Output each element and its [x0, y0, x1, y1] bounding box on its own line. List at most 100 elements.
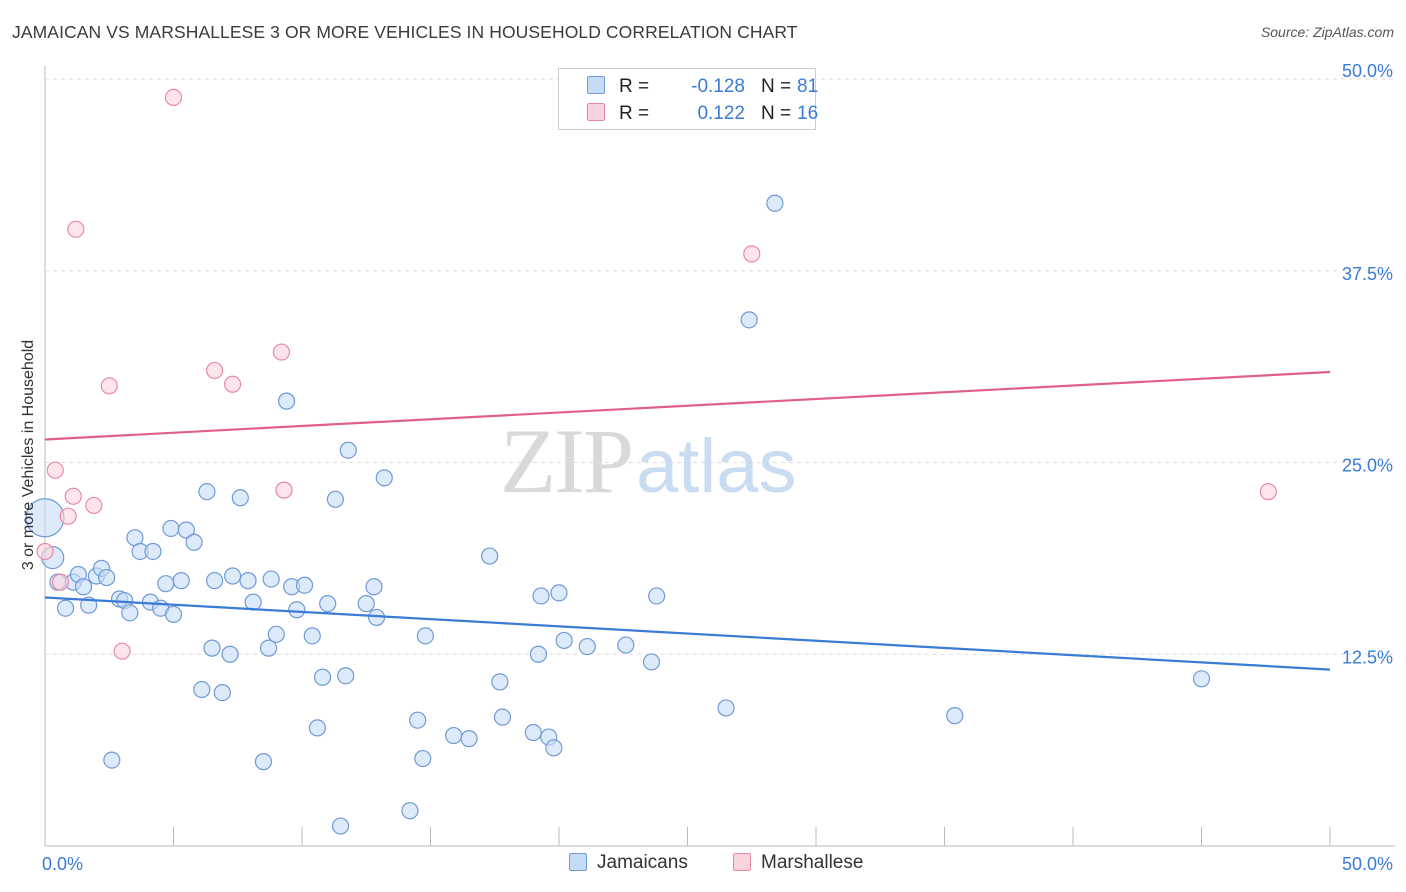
- jamaicans-point: [529, 645, 548, 663]
- jamaicans-point: [401, 802, 419, 820]
- bottom-legend-swatch-marshallese: [733, 853, 751, 871]
- marshallese-point: [275, 481, 293, 499]
- x-tick-label-min: 0.0%: [42, 854, 83, 874]
- jamaicans-point: [144, 542, 162, 561]
- jamaicans-point: [231, 489, 249, 507]
- jamaicans-point: [319, 595, 337, 613]
- marshallese-points: [36, 88, 1277, 660]
- jamaicans-point: [185, 533, 203, 551]
- marshallese-point: [100, 377, 118, 395]
- marshallese-point: [85, 496, 103, 515]
- y-tick-label: 12.5%: [1342, 647, 1393, 667]
- y-tick-label: 50.0%: [1342, 61, 1393, 81]
- jamaicans-point: [203, 639, 221, 657]
- bottom-legend-label-marshallese: Marshallese: [761, 852, 864, 873]
- marshallese-point: [164, 88, 183, 107]
- jamaicans-point: [98, 568, 116, 587]
- jamaicans-point: [213, 683, 231, 702]
- legend-r-value: 0.122: [697, 103, 745, 124]
- jamaicans-point: [545, 739, 563, 757]
- jamaicans-point: [642, 653, 661, 671]
- jamaicans-point: [648, 587, 666, 605]
- jamaicans-point: [326, 490, 345, 508]
- jamaicans-point: [555, 631, 573, 650]
- legend-swatch-marshallese: [587, 103, 605, 121]
- jamaicans-point: [74, 578, 93, 596]
- jamaicans-point: [493, 708, 512, 726]
- watermark-atlas: atlas: [636, 424, 797, 509]
- jamaicans-point: [172, 572, 190, 590]
- y-tick-label: 37.5%: [1342, 264, 1393, 284]
- legend-swatch-jamaicans: [587, 76, 605, 94]
- trend-lines: [44, 370, 1331, 671]
- jamaicans-point: [193, 680, 211, 699]
- jamaicans-point: [56, 599, 75, 617]
- marshallese-point: [67, 220, 85, 238]
- marshallese-point: [113, 642, 131, 660]
- marshallese-point: [64, 487, 82, 505]
- jamaicans-point: [103, 751, 121, 769]
- jamaicans-point: [409, 711, 427, 729]
- jamaicans-point: [481, 547, 499, 565]
- marshallese-point: [206, 361, 224, 380]
- marshallese-point: [272, 343, 291, 361]
- jamaicans-point: [303, 627, 321, 645]
- legend-n-label: N =: [761, 103, 792, 124]
- jamaicans-point: [259, 639, 278, 657]
- jamaicans-point: [337, 667, 355, 685]
- marshallese-point: [224, 375, 242, 393]
- jamaicans-point: [766, 194, 784, 212]
- jamaicans-point: [244, 593, 262, 611]
- grid-lines: [45, 78, 1395, 655]
- jamaicans-point: [524, 723, 542, 742]
- jamaicans-point: [491, 673, 509, 691]
- jamaicans-point: [414, 749, 432, 768]
- x-tick-label-max: 50.0%: [1342, 854, 1393, 874]
- jamaicans-point: [365, 578, 383, 596]
- correlation-legend: R = -0.128 N = 81 R = 0.122 N = 16: [558, 68, 819, 130]
- watermark: ZIP atlas: [500, 410, 797, 512]
- y-tick-label: 25.0%: [1342, 456, 1393, 476]
- bottom-legend-jamaicans: Jamaicans: [569, 852, 688, 874]
- jamaicans-point: [221, 645, 239, 663]
- axes: [44, 66, 1395, 847]
- watermark-zip: ZIP: [500, 410, 632, 512]
- jamaicans-point: [206, 572, 224, 590]
- jamaicans-point: [277, 392, 296, 410]
- jamaicans-point: [288, 601, 306, 619]
- jamaicans-point: [308, 719, 327, 737]
- jamaicans-trend-line: [44, 596, 1331, 671]
- jamaicans-point: [177, 521, 195, 539]
- jamaicans-point: [239, 572, 257, 590]
- jamaicans-point: [121, 604, 139, 622]
- legend-n-label: N =: [761, 76, 792, 97]
- source-credit: Source: ZipAtlas.com: [1260, 24, 1394, 40]
- jamaicans-point: [416, 627, 434, 645]
- legend-r-value: -0.128: [691, 76, 745, 97]
- legend-r-label: R =: [619, 76, 650, 97]
- jamaicans-point: [254, 753, 273, 771]
- marshallese-point: [51, 573, 70, 591]
- marshallese-trend-line: [44, 370, 1331, 441]
- jamaicans-point: [717, 699, 735, 717]
- jamaicans-point: [262, 570, 280, 588]
- jamaicans-point: [164, 605, 183, 623]
- jamaicans-point: [740, 311, 758, 329]
- jamaicans-point: [946, 707, 964, 725]
- marshallese-point: [1259, 483, 1277, 501]
- tick-labels: 12.5% 25.0% 37.5% 50.0% 0.0% 50.0%: [42, 61, 1393, 874]
- jamaicans-point: [1192, 670, 1211, 688]
- jamaicans-point: [162, 519, 180, 538]
- jamaicans-point: [550, 584, 568, 602]
- chart-title: JAMAICAN VS MARSHALLESE 3 OR MORE VEHICL…: [12, 22, 798, 42]
- legend-n-value: 81: [797, 76, 819, 97]
- jamaicans-point: [532, 587, 550, 605]
- bottom-legend-swatch-jamaicans: [569, 853, 587, 871]
- jamaicans-point: [313, 668, 332, 686]
- jamaicans-point: [375, 469, 393, 487]
- marshallese-point: [46, 461, 64, 479]
- jamaicans-point: [295, 576, 314, 594]
- jamaicans-point: [357, 595, 375, 613]
- marshallese-point: [743, 245, 761, 263]
